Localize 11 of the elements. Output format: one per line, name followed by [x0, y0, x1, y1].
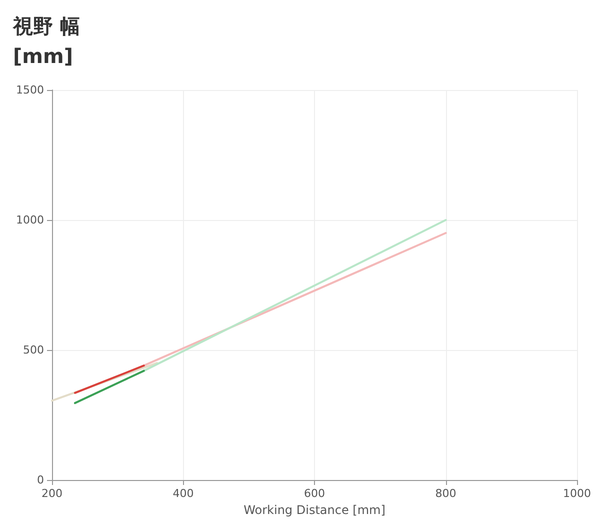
x-tick-label: 800	[435, 487, 456, 500]
y-tick-label: 1000	[16, 214, 44, 226]
y-tick-label: 0	[37, 474, 44, 486]
x-tick-label: 400	[172, 487, 194, 500]
x-tick-label: 200	[42, 487, 62, 500]
y-tick-label: 1500	[16, 84, 44, 96]
x-axis-title: Working Distance [mm]	[244, 502, 386, 517]
x-tick-label: 600	[304, 487, 325, 500]
y-tick-label: 500	[23, 344, 44, 356]
y-axis-title: 視野 幅 [mm]	[12, 14, 80, 68]
x-tick-label: 1000	[563, 487, 591, 500]
